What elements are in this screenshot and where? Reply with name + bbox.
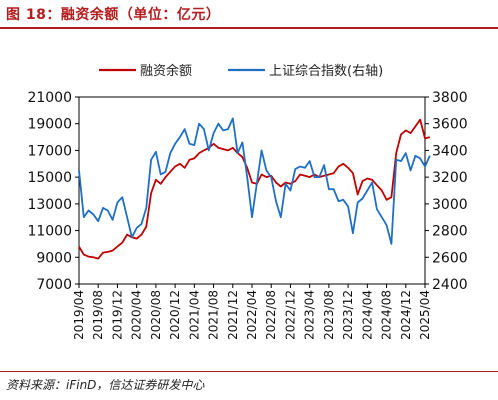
right-axis-tick-label: 3400 bbox=[432, 143, 468, 159]
x-axis-tick-label: 2022/12 bbox=[283, 290, 297, 340]
x-axis-tick-label: 2022/08 bbox=[264, 290, 278, 340]
x-axis-tick-label: 2023/12 bbox=[341, 290, 355, 340]
right-axis-tick-label: 3200 bbox=[432, 170, 468, 186]
plot-area bbox=[78, 117, 431, 260]
left-axis-tick-label: 13000 bbox=[27, 197, 72, 213]
axes: 7000 9000 11000 13000 15000 17000 19000 21000 24… bbox=[27, 90, 467, 340]
x-axis-tick-label: 2024/08 bbox=[380, 290, 394, 340]
x-axis-tick-label: 2024/12 bbox=[399, 290, 413, 340]
right-axis-tick-label: 3000 bbox=[432, 197, 468, 213]
left-axis-tick-label: 19000 bbox=[27, 117, 72, 133]
x-axis-tick-label: 2022/04 bbox=[245, 290, 259, 340]
right-axis-tick-label: 2400 bbox=[432, 277, 468, 293]
x-axis-tick-label: 2020/12 bbox=[168, 290, 182, 340]
x-axis-tick-label: 2020/04 bbox=[130, 290, 144, 340]
x-axis-tick-label: 2021/04 bbox=[187, 290, 201, 340]
left-axis-tick-label: 7000 bbox=[36, 277, 72, 293]
left-axis-tick-label: 11000 bbox=[27, 224, 72, 240]
x-axis-tick-label: 2023/04 bbox=[303, 290, 317, 340]
legend: 融资余额 上证综合指数(右轴) bbox=[99, 63, 383, 79]
source-note: 资料来源：iFinD，信达证券研发中心 bbox=[6, 378, 205, 392]
x-axis-tick-label: 2021/08 bbox=[207, 290, 221, 340]
x-axis-tick-label: 2019/04 bbox=[72, 290, 86, 340]
chart: 融资余额 上证综合指数(右轴) 7000 9000 11000 13000 15000 1… bbox=[27, 63, 467, 340]
right-axis-tick-label: 2600 bbox=[432, 250, 468, 266]
right-axis-tick-label: 3800 bbox=[432, 90, 468, 106]
x-axis-tick-label: 2019/12 bbox=[110, 290, 124, 340]
x-axis-tick-label: 2024/04 bbox=[360, 290, 374, 340]
x-axis-tick-label: 2019/08 bbox=[91, 290, 105, 340]
legend-label-index: 上证综合指数(右轴) bbox=[269, 64, 383, 79]
left-axis-tick-label: 15000 bbox=[27, 170, 72, 186]
right-axis-tick-label: 2800 bbox=[432, 224, 468, 240]
left-axis-tick-label: 17000 bbox=[27, 143, 72, 159]
series-line-margin-balance bbox=[78, 118, 431, 260]
left-axis-tick-label: 9000 bbox=[36, 250, 72, 266]
title-rule bbox=[0, 27, 498, 29]
right-axis-tick-label: 3600 bbox=[432, 117, 468, 133]
x-axis-tick-label: 2020/08 bbox=[149, 290, 163, 340]
x-axis-tick-label: 2023/08 bbox=[322, 290, 336, 340]
series-line-shanghai-index bbox=[78, 117, 431, 245]
legend-label-margin: 融资余额 bbox=[140, 63, 192, 79]
figure-title: 图 18：融资余额（单位：亿元） bbox=[6, 7, 221, 23]
left-axis-tick-label: 21000 bbox=[27, 90, 72, 106]
x-axis-tick-label: 2021/12 bbox=[226, 290, 240, 340]
x-axis-tick-label: 2025/04 bbox=[418, 290, 432, 340]
source-rule bbox=[0, 371, 498, 372]
